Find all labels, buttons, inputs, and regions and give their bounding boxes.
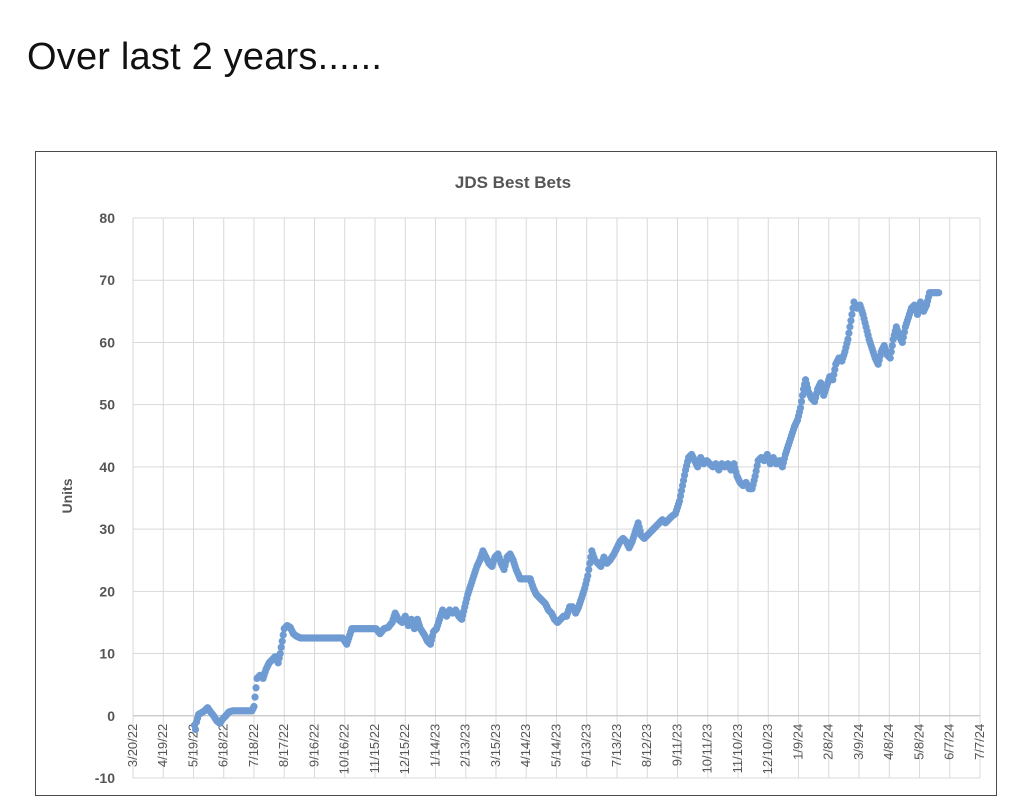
data-point [584,572,592,580]
x-tick-label: 3/20/22 [125,724,140,767]
x-tick-label: 8/17/22 [276,724,291,767]
data-point [276,649,284,658]
data-point-filler [845,329,853,337]
x-tick-label: 7/13/23 [609,724,624,767]
x-tick-label: 11/15/22 [367,724,382,774]
y-axis-label: Units [59,478,75,513]
y-tick-label: 70 [99,272,115,288]
data-point [251,693,259,701]
data-point-filler [846,323,854,331]
x-tick-label: 9/11/23 [670,724,685,766]
x-tick-label: 5/14/23 [549,724,564,767]
x-tick-label: 12/10/23 [760,724,775,775]
data-point [935,289,943,297]
x-tick-label: 4/19/22 [155,724,170,767]
y-tick-label: 0 [107,708,115,724]
x-tick-label: 4/14/23 [518,724,533,767]
x-tick-label: 4/8/24 [881,724,896,760]
x-tick-label: 11/10/23 [730,724,745,774]
x-tick-label: 1/14/23 [428,724,443,767]
x-tick-label: 3/15/23 [488,724,503,767]
data-point [191,725,200,734]
x-tick-label: 9/16/22 [307,724,322,767]
data-point [796,404,805,412]
y-tick-label: 80 [99,210,115,226]
x-tick-label: 6/7/24 [942,724,957,760]
y-tick-label: 60 [99,334,115,350]
x-tick-label: 5/19/22 [186,724,201,767]
data-point [252,684,260,692]
y-tick-label: 20 [99,583,115,599]
y-tick-label: -10 [95,770,115,786]
chart-svg: JDS Best Bets -10 0 10 20 30 40 50 60 70 80 3/20/… [59,173,987,786]
y-tick-label: 10 [99,646,115,662]
x-tick-label: 5/8/24 [912,724,927,760]
data-point-filler [797,397,806,406]
x-axis-ticks: 3/20/22 4/19/22 5/19/22 6/18/22 7/18/22 8/17/… [125,724,987,775]
data-point-filler [888,341,896,350]
data-point [844,335,852,343]
x-tick-label: 2/13/23 [458,724,473,767]
data-point [278,637,286,645]
y-tick-label: 30 [99,521,115,537]
x-tick-label: 2/8/24 [821,724,836,760]
x-tick-label: 7/18/22 [246,724,261,767]
page-heading: Over last 2 years...... [27,36,383,78]
x-tick-label: 1/9/24 [791,724,806,760]
x-tick-label: 3/9/24 [851,724,866,760]
data-point [847,317,855,325]
data-point-filler [279,631,287,639]
data-point-filler [277,643,285,651]
data-point-filler [798,391,807,399]
data-series [190,289,943,734]
y-tick-label: 40 [99,459,115,475]
y-tick-label: 50 [99,397,115,413]
y-axis-ticks: -10 0 10 20 30 40 50 60 70 80 [95,210,115,786]
data-point [250,702,258,711]
x-tick-label: 10/16/22 [337,724,352,775]
chart-title: JDS Best Bets [455,173,571,192]
x-tick-label: 6/18/22 [216,724,231,767]
x-tick-label: 12/15/22 [397,724,412,775]
chart-container: JDS Best Bets -10 0 10 20 30 40 50 60 70 80 3/20/… [35,151,997,796]
chart-grid [132,217,981,779]
data-point-filler [848,310,856,319]
x-tick-label: 10/11/23 [700,724,715,774]
data-point-filler [585,565,593,574]
data-point-filler [887,348,895,356]
x-tick-label: 6/13/23 [579,724,594,767]
x-tick-label: 8/12/23 [639,724,654,767]
data-point [886,354,894,362]
x-tick-label: 7/7/24 [972,724,987,760]
